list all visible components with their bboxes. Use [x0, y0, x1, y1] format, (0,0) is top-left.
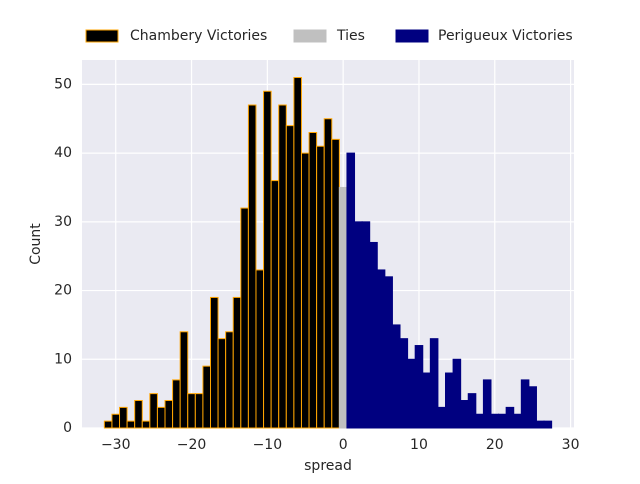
x-tick-label: 0: [339, 437, 348, 453]
x-tick-label: −10: [253, 437, 283, 453]
bar: [316, 145, 325, 429]
bar: [103, 420, 113, 429]
bar: [369, 241, 378, 429]
bar: [422, 372, 431, 429]
bar: [285, 125, 295, 429]
bar: [278, 104, 287, 429]
legend-label: Ties: [336, 28, 365, 44]
bar: [520, 379, 530, 429]
bar: [467, 393, 477, 429]
y-tick-label: 50: [54, 76, 72, 92]
x-tick-label: −30: [101, 437, 131, 453]
bar: [308, 132, 318, 429]
bar: [172, 379, 181, 429]
bar: [498, 413, 507, 429]
x-tick-label: −20: [177, 437, 207, 453]
bar: [217, 338, 227, 429]
bar: [209, 296, 219, 429]
bar: [232, 296, 242, 429]
legend-swatch: [293, 29, 327, 43]
y-axis-label: Count: [28, 223, 44, 265]
x-tick-label: 10: [410, 437, 428, 453]
legend-swatch: [395, 29, 429, 43]
bar: [482, 379, 492, 429]
bar: [194, 393, 204, 429]
x-tick-label: 20: [486, 437, 504, 453]
bar: [399, 338, 409, 429]
bar: [437, 406, 447, 429]
bar: [346, 152, 356, 429]
bar: [354, 221, 363, 429]
y-tick-label: 20: [54, 283, 72, 299]
y-tick-label: 10: [54, 351, 72, 367]
bar: [528, 386, 537, 429]
legend-label: Perigueux Victories: [438, 28, 573, 44]
bar: [247, 104, 257, 429]
bar: [361, 221, 371, 429]
bar: [255, 269, 265, 429]
bar: [505, 406, 515, 429]
bar: [460, 400, 469, 429]
bar: [134, 400, 143, 429]
bar: [119, 406, 128, 429]
bar: [429, 338, 439, 429]
bar: [111, 413, 121, 429]
bar: [490, 413, 500, 429]
x-tick-label: 30: [562, 437, 580, 453]
bar: [202, 365, 211, 429]
bar: [156, 406, 166, 429]
bar: [376, 269, 386, 429]
bar: [384, 276, 393, 429]
bar: [149, 393, 158, 429]
bar: [543, 420, 553, 429]
bar: [475, 413, 484, 429]
bar: [225, 331, 234, 429]
x-axis-label: spread: [304, 458, 352, 474]
bar: [187, 393, 196, 429]
y-tick-label: 0: [63, 420, 72, 436]
bar: [164, 400, 174, 429]
bar: [240, 207, 249, 429]
bar: [407, 358, 416, 429]
bar: [263, 90, 272, 429]
legend-label: Chambery Victories: [130, 28, 267, 44]
bar: [331, 138, 340, 429]
bar: [179, 331, 189, 429]
bar: [300, 152, 310, 429]
bar: [141, 420, 151, 429]
bar: [323, 118, 333, 429]
bar: [293, 77, 302, 429]
bar: [414, 345, 424, 429]
y-tick-label: 40: [54, 145, 72, 161]
bar: [391, 324, 401, 429]
bar: [452, 358, 462, 429]
bar: [513, 413, 522, 429]
bar: [270, 180, 280, 429]
bar: [126, 420, 136, 429]
bar: [535, 420, 545, 429]
bar: [445, 372, 454, 429]
bar: [338, 186, 348, 429]
legend-swatch: [85, 29, 119, 43]
y-tick-label: 30: [54, 214, 72, 230]
